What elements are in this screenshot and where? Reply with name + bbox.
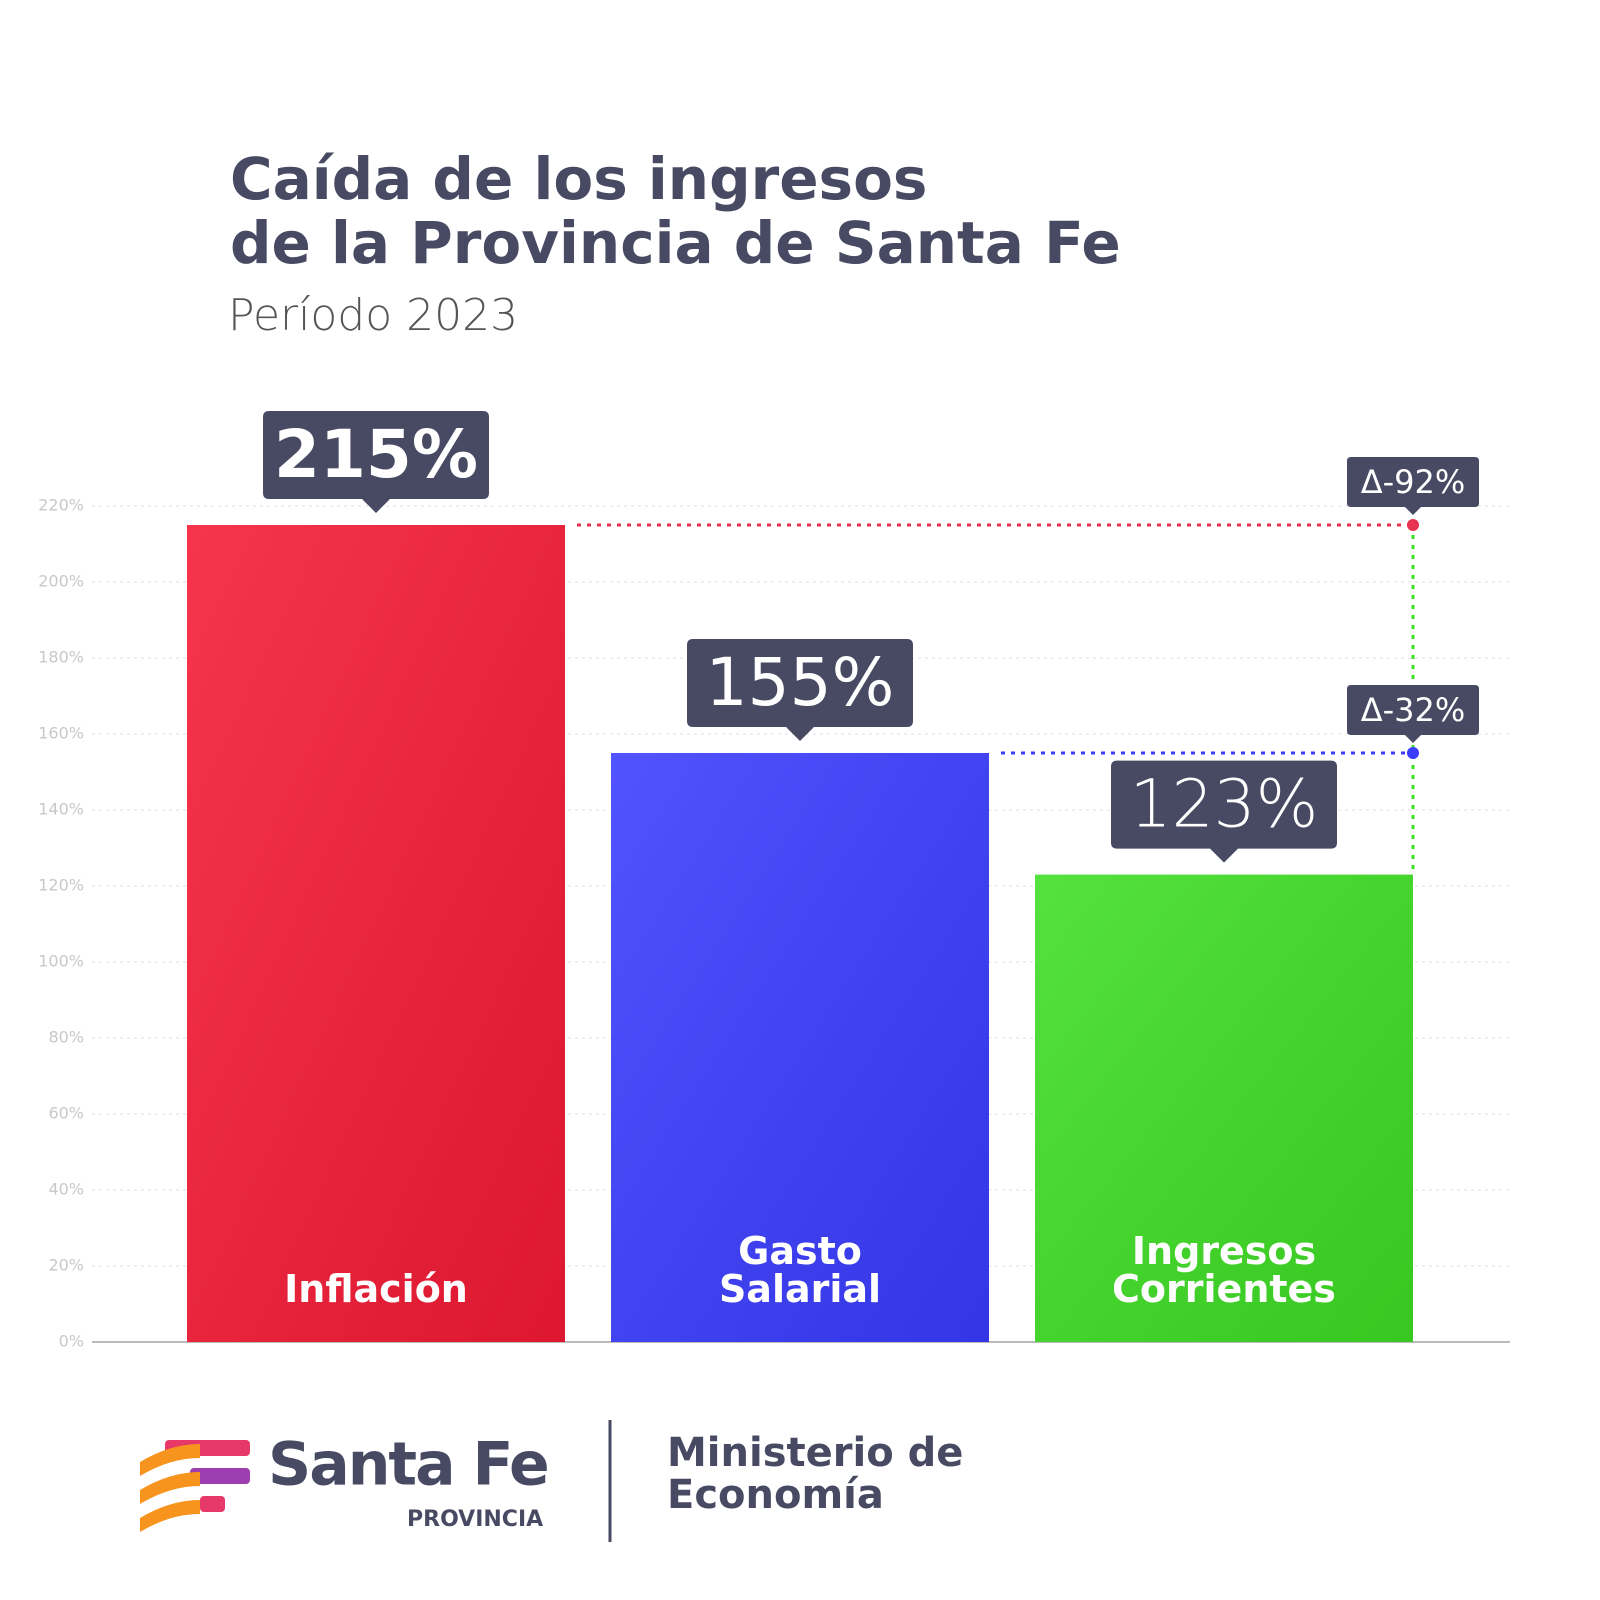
chart-title: de la Provincia de Santa Fe xyxy=(230,209,1121,277)
y-tick-label: 220% xyxy=(38,496,84,515)
category-label: Gasto Salarial xyxy=(718,1229,882,1311)
annotation-box xyxy=(1347,457,1479,515)
chart-subtitle: Período 2023 xyxy=(228,290,518,341)
reference-dot xyxy=(1407,747,1419,759)
bar-shade xyxy=(1035,874,1413,1342)
brand-sub: PROVINCIA xyxy=(407,1507,543,1532)
y-tick-label: 60% xyxy=(48,1104,84,1123)
y-tick-label: 180% xyxy=(38,648,84,667)
ministry: Economía xyxy=(667,1472,884,1518)
bar-shade xyxy=(187,525,565,1342)
bar-shade xyxy=(611,753,989,1342)
reference-dot xyxy=(1407,519,1419,531)
value-label: 123% xyxy=(1130,766,1319,843)
y-tick-label: 0% xyxy=(59,1332,84,1351)
y-tick-label: 40% xyxy=(48,1180,84,1199)
value-label: 215% xyxy=(274,416,478,493)
annotation-box xyxy=(1347,685,1479,743)
category-label: Inflación xyxy=(284,1267,468,1311)
y-tick-label: 120% xyxy=(38,876,84,895)
y-tick-label: 140% xyxy=(38,800,84,819)
ministry: Ministerio de xyxy=(667,1430,963,1476)
logo xyxy=(140,1440,250,1532)
y-tick-label: 160% xyxy=(38,724,84,743)
annotation: Δ-32% xyxy=(1361,691,1466,729)
chart-title: Caída de los ingresos xyxy=(230,145,927,213)
value-label: 155% xyxy=(706,644,895,721)
brand: Santa Fe xyxy=(268,1430,548,1500)
annotation: Δ-92% xyxy=(1361,463,1466,501)
y-tick-label: 100% xyxy=(38,952,84,971)
value-label-box xyxy=(1111,760,1337,863)
y-tick-label: 80% xyxy=(48,1028,84,1047)
value-label-box xyxy=(263,411,489,513)
y-tick-label: 200% xyxy=(38,572,84,591)
value-label-box xyxy=(687,639,913,741)
category-label: Ingresos Corrientes xyxy=(1112,1229,1336,1311)
y-tick-label: 20% xyxy=(48,1256,84,1275)
